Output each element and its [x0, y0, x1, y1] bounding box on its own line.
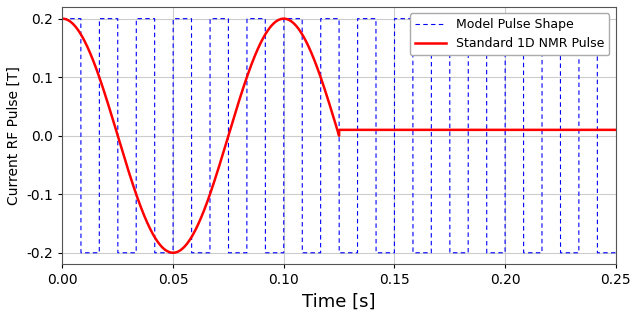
- Model Pulse Shape: [77, 251, 85, 255]
- Legend: Model Pulse Shape, Standard 1D NMR Pulse: Model Pulse Shape, Standard 1D NMR Pulse: [410, 13, 609, 55]
- Model Pulse Shape: [469, 17, 477, 21]
- Model Pulse Shape: [271, 251, 278, 255]
- Model Pulse Shape: [59, 17, 66, 21]
- Model Pulse Shape: [612, 251, 619, 255]
- Model Pulse Shape: [359, 17, 366, 21]
- Standard 1D NMR Pulse: [469, 128, 477, 132]
- Model Pulse Shape: [96, 17, 104, 21]
- Model Pulse Shape: [392, 17, 399, 21]
- X-axis label: Time [s]: Time [s]: [302, 293, 376, 311]
- Standard 1D NMR Pulse: [59, 17, 66, 21]
- Line: Model Pulse Shape: Model Pulse Shape: [63, 19, 616, 253]
- Model Pulse Shape: [191, 251, 199, 255]
- Standard 1D NMR Pulse: [392, 128, 399, 132]
- Standard 1D NMR Pulse: [612, 128, 619, 132]
- Standard 1D NMR Pulse: [271, 21, 278, 25]
- Standard 1D NMR Pulse: [359, 128, 366, 132]
- Standard 1D NMR Pulse: [191, 228, 199, 232]
- Standard 1D NMR Pulse: [96, 77, 104, 81]
- Line: Standard 1D NMR Pulse: Standard 1D NMR Pulse: [63, 19, 616, 253]
- Standard 1D NMR Pulse: [169, 251, 177, 255]
- Y-axis label: Current RF Pulse [T]: Current RF Pulse [T]: [7, 66, 21, 205]
